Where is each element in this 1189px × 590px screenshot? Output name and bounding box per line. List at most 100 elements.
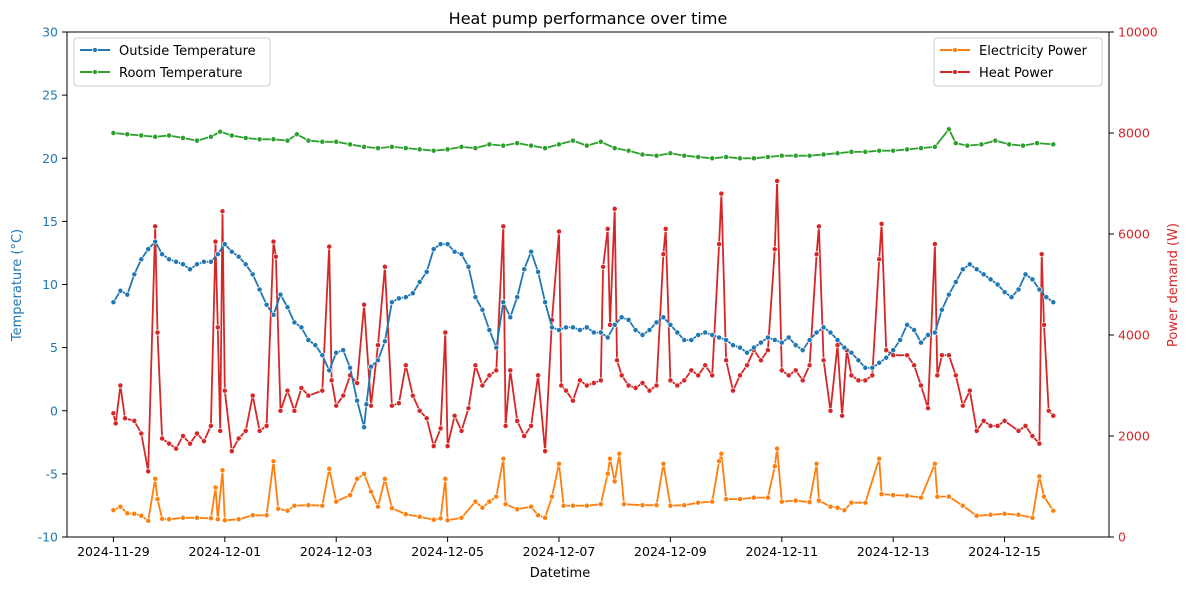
data-point-room bbox=[472, 145, 479, 152]
data-point-outside bbox=[583, 324, 590, 331]
data-point-outside bbox=[966, 261, 973, 268]
data-point-outside bbox=[159, 251, 166, 258]
data-point-heat bbox=[328, 377, 335, 384]
data-point-electricity bbox=[1036, 473, 1043, 480]
data-point-electricity bbox=[154, 496, 161, 503]
data-point-electricity bbox=[667, 502, 674, 509]
data-point-heat bbox=[614, 357, 620, 364]
data-point-room bbox=[597, 138, 604, 145]
data-point-heat bbox=[611, 205, 618, 212]
data-point-outside bbox=[911, 327, 918, 333]
data-point-room bbox=[458, 143, 465, 150]
data-point-heat bbox=[583, 382, 590, 389]
data-point-outside bbox=[820, 324, 827, 331]
data-point-electricity bbox=[549, 493, 555, 500]
data-point-electricity bbox=[486, 498, 493, 505]
data-point-electricity bbox=[639, 502, 646, 509]
data-point-outside bbox=[173, 258, 180, 265]
data-point-room bbox=[653, 152, 660, 159]
legend-right: Electricity Power Heat Power bbox=[933, 37, 1103, 87]
data-point-heat bbox=[695, 372, 702, 379]
data-point-outside bbox=[395, 295, 402, 302]
data-point-outside bbox=[326, 367, 333, 374]
data-point-room bbox=[709, 155, 716, 162]
data-point-electricity bbox=[890, 492, 897, 499]
data-point-outside bbox=[207, 258, 214, 265]
y-tick-label-left: -10 bbox=[38, 530, 58, 545]
data-point-outside bbox=[813, 329, 820, 336]
data-point-outside bbox=[340, 347, 347, 354]
data-point-heat bbox=[110, 410, 117, 417]
data-point-electricity bbox=[212, 484, 219, 491]
data-point-heat bbox=[340, 392, 347, 399]
data-point-room bbox=[764, 154, 771, 160]
data-point-outside bbox=[549, 324, 555, 331]
data-point-outside bbox=[604, 334, 611, 341]
data-point-electricity bbox=[221, 517, 228, 524]
data-point-heat bbox=[862, 377, 869, 384]
data-point-heat bbox=[662, 225, 669, 232]
data-point-outside bbox=[409, 290, 416, 297]
y-tick-label-right: 2000 bbox=[1118, 429, 1150, 444]
data-point-heat bbox=[667, 377, 674, 384]
data-point-room bbox=[834, 150, 841, 157]
series-electricity bbox=[110, 445, 1057, 524]
data-point-outside bbox=[458, 251, 465, 258]
data-point-heat bbox=[270, 238, 277, 245]
data-point-electricity bbox=[388, 505, 395, 512]
x-tick-label: 2024-12-03 bbox=[300, 544, 373, 559]
data-point-electricity bbox=[841, 507, 848, 514]
data-point-heat bbox=[395, 400, 402, 407]
data-point-heat bbox=[778, 367, 785, 374]
data-point-outside bbox=[653, 319, 660, 326]
data-point-outside bbox=[138, 256, 145, 263]
data-point-electricity bbox=[1015, 511, 1022, 518]
data-point-room bbox=[723, 154, 730, 160]
data-point-electricity bbox=[862, 499, 869, 506]
data-point-heat bbox=[618, 372, 625, 379]
data-point-heat bbox=[242, 427, 249, 434]
data-point-electricity bbox=[444, 517, 451, 524]
data-point-heat bbox=[730, 387, 736, 394]
data-point-outside bbox=[277, 291, 284, 298]
data-point-heat bbox=[375, 342, 381, 349]
data-point-heat bbox=[774, 178, 781, 184]
data-point-outside bbox=[556, 327, 562, 333]
data-point-heat bbox=[855, 377, 862, 384]
data-point-outside bbox=[827, 329, 834, 336]
data-point-heat bbox=[200, 438, 207, 445]
data-point-electricity bbox=[235, 516, 242, 523]
data-point-outside bbox=[284, 304, 291, 311]
data-point-outside bbox=[674, 329, 681, 336]
data-point-room bbox=[904, 146, 911, 153]
data-point-outside bbox=[792, 342, 799, 349]
data-point-heat bbox=[472, 362, 479, 369]
data-point-heat bbox=[1045, 407, 1052, 414]
data-point-outside bbox=[507, 314, 514, 321]
data-point-outside bbox=[479, 306, 486, 313]
left-axis: -10 -5 0 5 10 15 20 25 30 bbox=[38, 25, 67, 545]
data-point-heat bbox=[925, 405, 931, 412]
data-point-outside bbox=[660, 314, 667, 321]
data-point-heat bbox=[145, 468, 152, 475]
data-point-heat bbox=[1015, 427, 1022, 434]
data-point-heat bbox=[980, 417, 987, 424]
data-point-heat bbox=[131, 417, 138, 424]
data-point-electricity bbox=[138, 512, 145, 519]
data-point-room bbox=[1020, 142, 1027, 149]
data-point-electricity bbox=[437, 515, 444, 522]
x-tick-label: 2024-12-15 bbox=[968, 544, 1041, 559]
data-point-outside bbox=[938, 306, 945, 313]
data-point-heat bbox=[212, 238, 219, 245]
data-point-electricity bbox=[110, 507, 117, 514]
data-point-heat bbox=[625, 382, 632, 389]
data-point-heat bbox=[122, 415, 128, 422]
data-point-outside bbox=[931, 329, 938, 336]
data-point-outside bbox=[381, 338, 388, 345]
data-point-room bbox=[138, 132, 145, 139]
data-point-electricity bbox=[931, 460, 938, 467]
y-tick-label-left: 5 bbox=[50, 340, 58, 355]
right-axis: 0 2000 4000 6000 8000 10000 bbox=[1109, 25, 1158, 545]
data-point-electricity bbox=[207, 515, 214, 522]
data-point-heat bbox=[839, 412, 846, 419]
